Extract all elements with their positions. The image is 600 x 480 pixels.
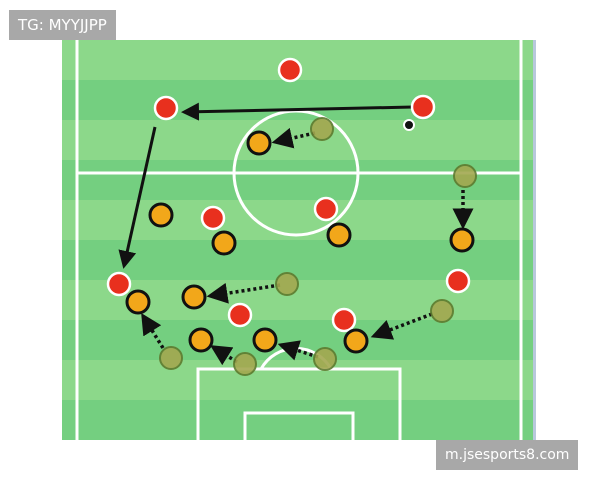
orange-team-player xyxy=(343,328,369,354)
grass-stripe xyxy=(62,320,534,360)
orange-team-player xyxy=(326,222,352,248)
pass-arrow xyxy=(181,102,414,121)
watermark-bottom-right: m.jsesports8.com xyxy=(436,440,579,470)
orange-team-player xyxy=(188,327,214,353)
orange-team-player xyxy=(449,227,475,253)
orange-team-player xyxy=(246,130,272,156)
run-arrow xyxy=(141,313,165,349)
red-team-player xyxy=(410,94,436,120)
pass-arrow xyxy=(118,126,157,269)
ball-icon xyxy=(403,119,415,131)
grass-stripe xyxy=(62,80,534,120)
six-yard-box xyxy=(243,411,355,455)
previous-position-marker xyxy=(233,352,257,376)
grass-stripe xyxy=(62,360,534,400)
red-team-player xyxy=(106,271,132,297)
previous-position-marker xyxy=(453,164,477,188)
movement-arrows xyxy=(118,102,474,366)
run-arrow xyxy=(277,340,319,361)
red-team-player xyxy=(227,302,253,328)
orange-team-player xyxy=(148,202,174,228)
image-edge xyxy=(533,40,536,440)
orange-team-player xyxy=(252,327,278,353)
orange-team-player xyxy=(125,289,151,315)
run-arrow xyxy=(271,127,316,149)
red-team-player xyxy=(277,57,303,83)
orange-team-player xyxy=(181,284,207,310)
grass-stripe xyxy=(62,120,534,160)
red-team-player xyxy=(200,205,226,231)
previous-position-marker xyxy=(159,346,183,370)
red-team-player xyxy=(313,196,339,222)
previous-position-marker xyxy=(430,299,454,323)
grass-stripe xyxy=(62,400,534,440)
previous-position-marker xyxy=(275,272,299,296)
players xyxy=(106,57,477,376)
red-team-player xyxy=(153,95,179,121)
watermark-top-left: TG: MYYJJPP xyxy=(9,10,116,40)
previous-position-marker xyxy=(313,347,337,371)
previous-position-marker xyxy=(310,117,334,141)
run-arrow xyxy=(210,345,238,366)
red-team-player xyxy=(331,307,357,333)
red-team-player xyxy=(445,268,471,294)
penalty-box xyxy=(196,367,402,451)
orange-team-player xyxy=(211,230,237,256)
run-arrow xyxy=(370,312,433,340)
